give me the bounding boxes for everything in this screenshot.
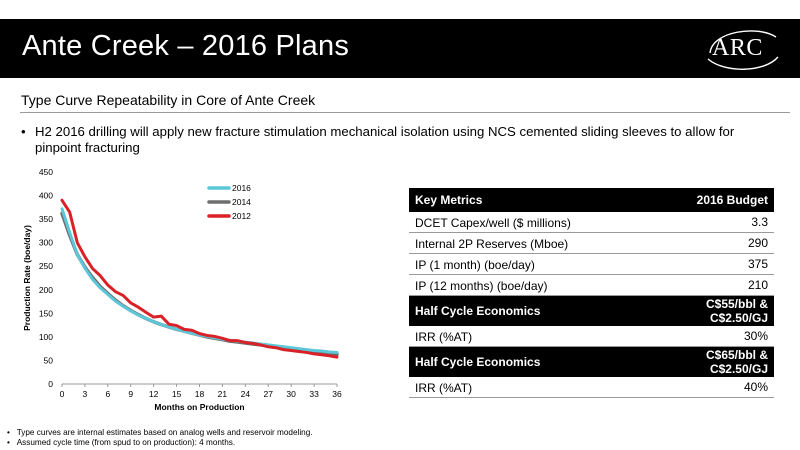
table-cell-value: 375 bbox=[652, 253, 774, 275]
page-title: Ante Creek – 2016 Plans bbox=[22, 30, 350, 62]
x-tick-label: 30 bbox=[286, 389, 296, 399]
x-tick-label: 6 bbox=[105, 389, 110, 399]
table-row: IP (12 months) (boe/day) 210 bbox=[409, 274, 774, 296]
irr-value: 30% bbox=[652, 326, 774, 347]
y-tick-label: 200 bbox=[39, 285, 53, 295]
y-axis-label: Production Rate (boe/day) bbox=[22, 225, 32, 331]
x-tick-label: 33 bbox=[309, 389, 319, 399]
table-cell-label: Internal 2P Reserves (Mboe) bbox=[409, 232, 653, 254]
legend-label-2012: 2012 bbox=[232, 211, 251, 221]
table-cell-value: 210 bbox=[652, 274, 774, 296]
price-line-1: C$55/bbl & bbox=[705, 297, 768, 311]
table-header-label: Key Metrics bbox=[409, 188, 653, 212]
half-cycle-price: C$65/bbl & C$2.50/GJ bbox=[652, 346, 774, 377]
footnote-text: Assumed cycle time (from spud to on prod… bbox=[16, 438, 236, 447]
y-tick-label: 150 bbox=[39, 308, 53, 318]
table-header-row: Key Metrics 2016 Budget bbox=[409, 188, 774, 212]
half-cycle-label: Half Cycle Economics bbox=[409, 346, 653, 377]
footnote: • Type curves are internal estimates bas… bbox=[7, 428, 313, 437]
footnotes: • Type curves are internal estimates bas… bbox=[7, 428, 313, 448]
y-tick-label: 350 bbox=[39, 214, 53, 224]
irr-label: IRR (%AT) bbox=[409, 377, 653, 398]
slide-subtitle: Type Curve Repeatability in Core of Ante… bbox=[21, 92, 316, 108]
irr-label: IRR (%AT) bbox=[409, 326, 653, 347]
x-tick-label: 3 bbox=[83, 389, 88, 399]
bullet-point: • H2 2016 drilling will apply new fractu… bbox=[21, 124, 781, 156]
price-line-2: C$2.50/GJ bbox=[709, 311, 768, 325]
x-tick-label: 21 bbox=[218, 389, 228, 399]
logo-text: ARC bbox=[712, 35, 763, 61]
half-cycle-price: C$55/bbl & C$2.50/GJ bbox=[652, 295, 774, 326]
table-cell-label: DCET Capex/well ($ millions) bbox=[409, 212, 653, 233]
y-tick-label: 0 bbox=[48, 379, 53, 389]
table-cell-value: 290 bbox=[652, 232, 774, 254]
y-tick-label: 300 bbox=[39, 238, 53, 248]
x-tick-label: 0 bbox=[60, 389, 65, 399]
series-line-2012 bbox=[60, 198, 339, 359]
y-tick-label: 400 bbox=[39, 191, 53, 201]
y-tick-label: 100 bbox=[39, 332, 53, 342]
price-line-1: C$65/bbl & bbox=[705, 348, 768, 362]
bullet-dot: • bbox=[21, 124, 26, 139]
irr-row-2: IRR (%AT) 40% bbox=[409, 377, 774, 398]
price-line-2: C$2.50/GJ bbox=[709, 362, 768, 376]
logo-swoosh-icon bbox=[707, 30, 779, 70]
half-cycle-row-2: Half Cycle Economics C$65/bbl & C$2.50/GJ bbox=[409, 346, 774, 377]
legend-label-2014: 2014 bbox=[232, 197, 251, 207]
x-tick-label: 24 bbox=[241, 389, 251, 399]
irr-row-1: IRR (%AT) 30% bbox=[409, 326, 774, 347]
divider bbox=[20, 112, 790, 113]
table-row: IP (1 month) (boe/day) 375 bbox=[409, 253, 774, 275]
x-tick-label: 9 bbox=[128, 389, 133, 399]
footnote-text: Type curves are internal estimates based… bbox=[16, 428, 313, 437]
table-row: DCET Capex/well ($ millions) 3.3 bbox=[409, 212, 774, 233]
table-cell-label: IP (12 months) (boe/day) bbox=[409, 274, 653, 296]
y-tick-label: 450 bbox=[39, 167, 53, 177]
table-row: Internal 2P Reserves (Mboe) 290 bbox=[409, 232, 774, 254]
half-cycle-label: Half Cycle Economics bbox=[409, 295, 653, 326]
x-tick-label: 18 bbox=[195, 389, 205, 399]
bullet-text: H2 2016 drilling will apply new fracture… bbox=[35, 124, 735, 155]
footnote: • Assumed cycle time (from spud to on pr… bbox=[7, 438, 236, 447]
x-axis-label: Months on Production bbox=[154, 402, 244, 412]
table-cell-label: IP (1 month) (boe/day) bbox=[409, 253, 653, 275]
title-bar: Ante Creek – 2016 Plans ARC bbox=[0, 19, 800, 78]
y-tick-label: 250 bbox=[39, 261, 53, 271]
arc-logo: ARC bbox=[700, 23, 782, 75]
x-tick-label: 27 bbox=[264, 389, 274, 399]
x-tick-label: 15 bbox=[172, 389, 182, 399]
table-header-value: 2016 Budget bbox=[652, 188, 774, 212]
x-tick-label: 12 bbox=[149, 389, 159, 399]
table-cell-value: 3.3 bbox=[652, 212, 774, 233]
x-tick-label: 36 bbox=[332, 389, 342, 399]
half-cycle-row-1: Half Cycle Economics C$55/bbl & C$2.50/GJ bbox=[409, 295, 774, 326]
y-tick-label: 50 bbox=[44, 355, 54, 365]
irr-value: 40% bbox=[652, 377, 774, 398]
key-metrics-table: Key Metrics 2016 Budget DCET Capex/well … bbox=[409, 188, 774, 398]
legend-label-2016: 2016 bbox=[232, 183, 251, 193]
